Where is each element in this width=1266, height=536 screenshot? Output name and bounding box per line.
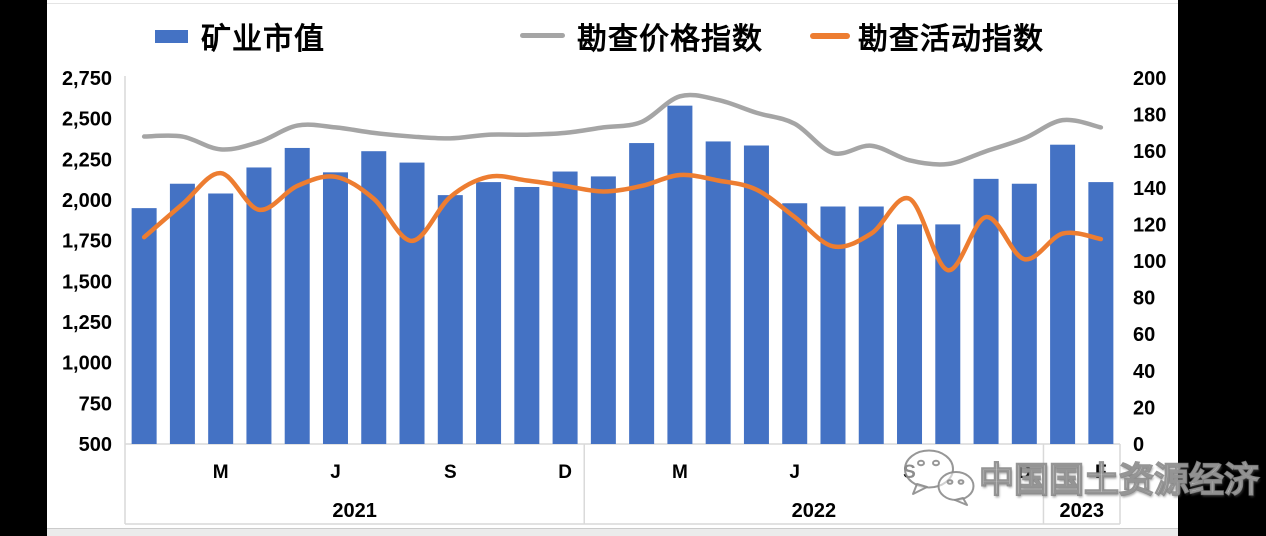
bar-2022-03 xyxy=(667,105,693,445)
bar-2021-06 xyxy=(322,172,348,444)
svg-text:D: D xyxy=(1017,462,1031,483)
bar-2022-01 xyxy=(590,176,616,444)
chart-legend: 矿业市值 勘查价格指数 勘查活动指数 xyxy=(0,0,1266,60)
svg-text:2023: 2023 xyxy=(1059,500,1104,522)
legend-label-price-index: 勘查价格指数 xyxy=(577,23,763,56)
bar-2023-01 xyxy=(1050,144,1076,444)
bar-2021-05 xyxy=(284,147,310,445)
svg-text:2,750: 2,750 xyxy=(62,68,112,90)
bar-2021-12 xyxy=(552,171,578,445)
line-勘查活动指数 xyxy=(141,170,1104,273)
bar-2021-09 xyxy=(437,195,463,444)
svg-text:160: 160 xyxy=(1133,141,1166,163)
svg-text:F: F xyxy=(1095,462,1107,483)
svg-text:S: S xyxy=(903,462,916,483)
legend-line-swatch-price-index xyxy=(520,33,565,38)
bar-2021-11 xyxy=(514,186,540,444)
top-hairline xyxy=(47,3,1178,4)
legend-bar-swatch xyxy=(155,30,188,43)
svg-text:J: J xyxy=(330,462,341,483)
svg-text:2022: 2022 xyxy=(792,500,837,522)
bar-2021-01 xyxy=(131,208,157,444)
bar-2022-06 xyxy=(782,203,808,444)
svg-text:2,250: 2,250 xyxy=(62,149,112,171)
bar-2021-08 xyxy=(399,162,425,444)
svg-text:2,000: 2,000 xyxy=(62,190,112,212)
bar-2022-12 xyxy=(1011,183,1037,444)
black-sidebar-right xyxy=(1178,0,1266,536)
bars-series xyxy=(131,105,1114,445)
bar-2021-04 xyxy=(246,167,272,444)
legend-label-market-cap: 矿业市值 xyxy=(201,23,325,56)
svg-text:2,500: 2,500 xyxy=(62,109,112,131)
bar-2023-02 xyxy=(1088,182,1114,444)
svg-text:J: J xyxy=(789,462,800,483)
svg-text:40: 40 xyxy=(1133,361,1155,383)
svg-text:750: 750 xyxy=(79,393,112,415)
svg-text:100: 100 xyxy=(1133,251,1166,273)
svg-text:S: S xyxy=(444,462,457,483)
x-axis-year-labels: 2021 2022 2023 xyxy=(124,444,1121,524)
svg-text:2021: 2021 xyxy=(332,500,377,522)
line-勘查价格指数 xyxy=(141,92,1104,167)
bottom-page-edge xyxy=(47,528,1178,536)
svg-text:D: D xyxy=(558,462,572,483)
left-axis-ticks: 2,750 2,500 2,250 2,000 1,750 1,500 1,250 1,000… xyxy=(62,68,112,456)
svg-text:M: M xyxy=(213,462,229,483)
legend-label-activity-index: 勘查活动指数 xyxy=(858,23,1044,56)
bar-2021-03 xyxy=(208,193,234,444)
bar-2022-09 xyxy=(897,224,923,444)
svg-text:20: 20 xyxy=(1133,397,1155,419)
bar-2022-02 xyxy=(629,143,655,445)
black-sidebar-left xyxy=(0,0,47,536)
svg-text:200: 200 xyxy=(1133,68,1166,90)
svg-text:120: 120 xyxy=(1133,214,1166,236)
svg-text:500: 500 xyxy=(79,434,112,456)
bar-2021-10 xyxy=(476,182,502,444)
svg-text:60: 60 xyxy=(1133,324,1155,346)
bar-2022-04 xyxy=(705,141,731,444)
svg-text:1,000: 1,000 xyxy=(62,353,112,375)
svg-text:80: 80 xyxy=(1133,288,1155,310)
bar-2021-02 xyxy=(169,183,195,444)
legend-line-swatch-activity-index xyxy=(810,33,850,39)
svg-text:180: 180 xyxy=(1133,105,1166,127)
svg-text:140: 140 xyxy=(1133,178,1166,200)
bar-2022-08 xyxy=(858,206,884,444)
svg-text:1,750: 1,750 xyxy=(62,231,112,253)
svg-text:0: 0 xyxy=(1133,434,1144,456)
bar-2021-07 xyxy=(361,151,387,444)
svg-text:M: M xyxy=(672,462,688,483)
svg-text:1,500: 1,500 xyxy=(62,271,112,293)
svg-text:1,250: 1,250 xyxy=(62,312,112,334)
